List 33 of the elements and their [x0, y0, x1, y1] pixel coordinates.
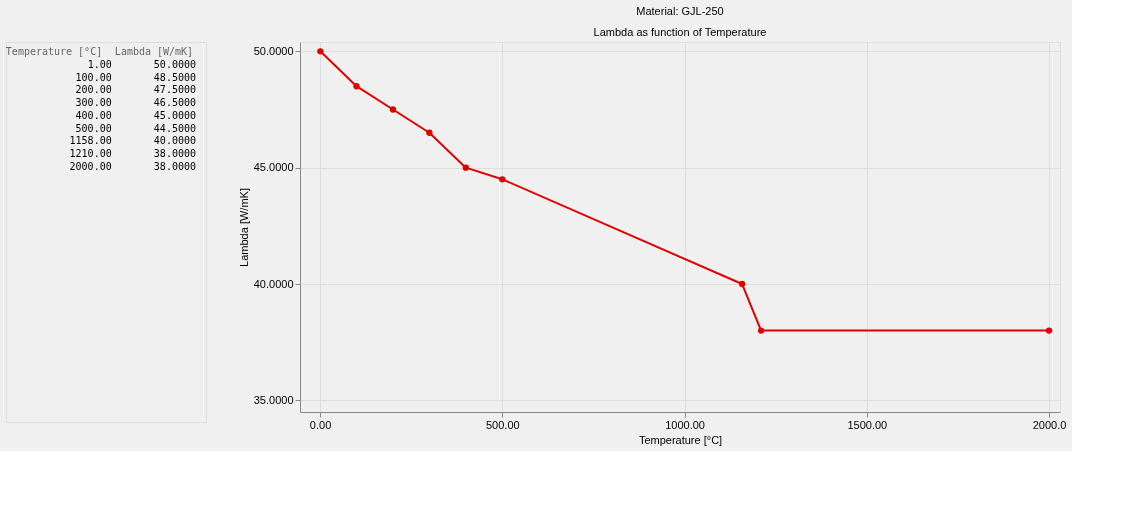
- point: [426, 129, 433, 136]
- point: [462, 164, 470, 171]
- text: 100.00 48.5000: [75, 71, 196, 83]
- text: 500.00 44.5000: [75, 122, 196, 134]
- y-axis-title: Lambda [W/mK]: [237, 188, 250, 267]
- text: Temperature [°C]: [5, 46, 103, 58]
- x-axis-title: Temperature [°C]: [638, 433, 723, 446]
- point: [757, 327, 765, 334]
- x-tick-label: 0.00: [309, 418, 332, 431]
- text: 1210.00 38.0000: [69, 148, 196, 160]
- chart-subtitle: Lambda as function of Temperature: [593, 26, 767, 38]
- text: Lambda [W/mK]: [114, 46, 194, 58]
- y-tick-label: 50.0000: [253, 44, 294, 57]
- x-tick-label: 500.00: [485, 418, 520, 431]
- chart-title: Material: GJL-250: [636, 5, 724, 17]
- point: [738, 280, 746, 288]
- point: [499, 176, 506, 183]
- point: [317, 48, 324, 55]
- point: [353, 83, 360, 90]
- text: 1.00 50.0000: [87, 58, 196, 70]
- text: 400.00 45.0000: [75, 109, 196, 121]
- text: 2000.00 38.0000: [69, 160, 196, 172]
- point: [1045, 327, 1053, 334]
- point: [389, 106, 397, 113]
- text: 200.00 47.5000: [75, 84, 196, 96]
- x-tick-label: 2000.0: [1032, 418, 1067, 431]
- text: 1158.00 40.0000: [69, 135, 196, 147]
- x-tick-label: 1500.00: [847, 418, 888, 431]
- y-tick-label: 35.0000: [253, 393, 294, 406]
- y-tick-label: 40.0000: [253, 277, 294, 290]
- y-tick-label: 45.0000: [253, 161, 294, 174]
- text: 300.00 46.5000: [75, 97, 196, 109]
- x-tick-label: 1000.00: [665, 418, 705, 431]
